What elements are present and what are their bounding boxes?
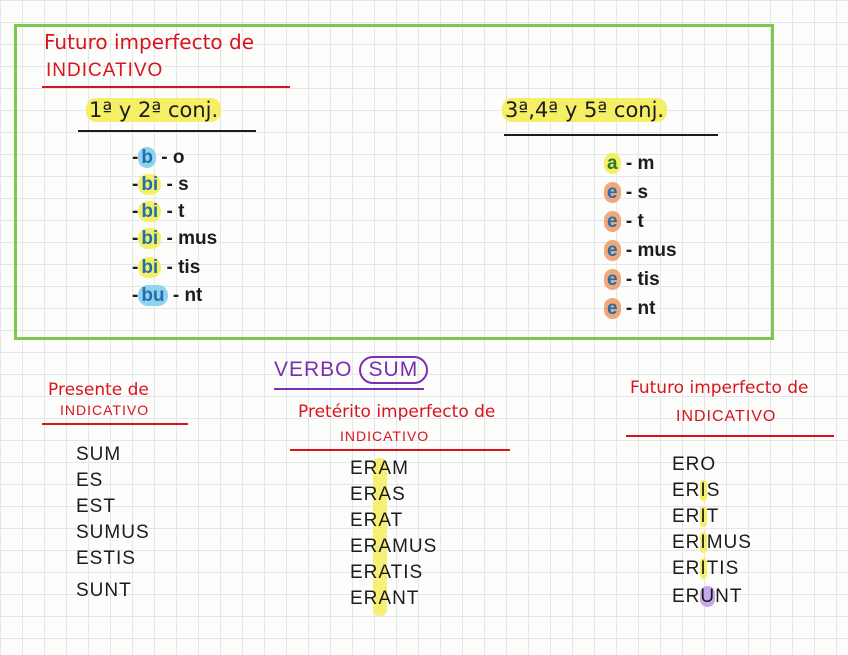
list-item: ERIS <box>672 480 721 501</box>
list-item: SUM <box>76 444 122 465</box>
box-title-line2: INDICATIVO <box>46 60 164 81</box>
list-item: ERITIS <box>672 558 740 579</box>
box-title-underline <box>42 86 290 88</box>
list-item: ERUNT <box>672 586 743 607</box>
futuro-title-line1: Futuro imperfecto de <box>630 378 809 398</box>
list-item: - bi - s <box>132 174 189 195</box>
futuro-underline <box>626 435 834 437</box>
list-item: ERANT <box>350 588 420 609</box>
group1-heading: 1ª y 2ª conj. <box>86 98 222 122</box>
list-item: ESTIS <box>76 548 136 569</box>
presente-list: SUM ES EST SUMUS ESTIS SUNT <box>76 442 150 604</box>
list-item: SUNT <box>76 580 132 601</box>
group2-list: a - m e - s e - t e - mus e - tis e - nt <box>604 152 677 321</box>
verbo-underline <box>274 388 424 390</box>
verbo-sum-heading: VERBO SUM <box>274 356 429 384</box>
group2-underline <box>504 134 718 136</box>
preterito-title-line1: Pretérito imperfecto de <box>298 402 496 422</box>
list-item: e - t <box>604 210 677 234</box>
sum-circled: SUM <box>358 356 429 384</box>
list-item: EST <box>76 496 116 517</box>
verbo-label: VERBO <box>274 358 353 381</box>
list-item: ES <box>76 470 104 491</box>
group1-heading-text: 1ª y 2ª conj. <box>86 98 222 122</box>
list-item: ERO <box>672 454 717 475</box>
list-item: ERAT <box>350 510 404 531</box>
presente-underline <box>42 423 188 425</box>
group2-heading-text: 3ª,4ª y 5ª conj. <box>502 98 668 122</box>
group2-heading: 3ª,4ª y 5ª conj. <box>502 98 668 122</box>
preterito-title-line2: INDICATIVO <box>340 428 430 444</box>
preterito-highlight <box>373 458 387 616</box>
preterito-list: ERAM ERAS ERAT ERAMUS ERATIS ERANT <box>350 456 437 612</box>
futuro-list: ERO ERIS ERIT ERIMUS ERITIS ERUNT <box>672 452 752 610</box>
list-item: - bi - t <box>132 201 185 222</box>
list-item: - bi - mus <box>132 228 218 249</box>
presente-title-line2: INDICATIVO <box>60 402 150 418</box>
list-item: e - tis <box>604 268 677 292</box>
list-item: - bi - tis <box>132 257 201 278</box>
list-item: a - m <box>604 152 677 176</box>
list-item: -b - o <box>132 147 185 168</box>
list-item: ERAS <box>350 484 406 505</box>
list-item: e - nt <box>604 297 677 321</box>
imperfect-future-box <box>14 24 774 340</box>
preterito-underline <box>290 449 510 451</box>
list-item: ERIMUS <box>672 532 752 553</box>
list-item: e - s <box>604 181 677 205</box>
list-item: e - mus <box>604 239 677 263</box>
group1-list: -b - o - bi - s - bi - t - bi - mus - bi - t… <box>132 146 217 308</box>
list-item: SUMUS <box>76 522 150 543</box>
list-item: - bu - nt <box>132 285 203 306</box>
futuro-title-line2: INDICATIVO <box>676 408 777 425</box>
list-item: ERIT <box>672 506 720 527</box>
list-item: ERAMUS <box>350 536 438 557</box>
group1-underline <box>78 130 256 132</box>
presente-title-line1: Presente de <box>48 380 149 400</box>
list-item: ERAM <box>350 458 409 479</box>
box-title-line1: Futuro imperfecto de <box>44 30 255 54</box>
list-item: ERATIS <box>350 562 424 583</box>
